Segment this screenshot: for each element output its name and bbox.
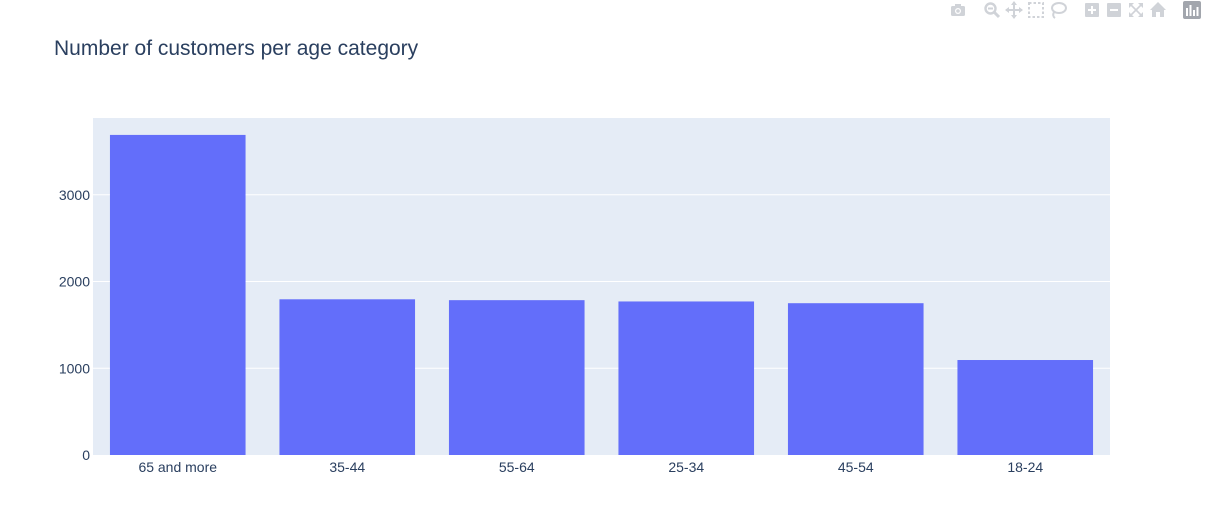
bar-65-and-more[interactable]: [109, 134, 246, 456]
x-tick-label: 65 and more: [138, 459, 217, 475]
reset-axes-icon[interactable]: [1147, 0, 1169, 20]
zoom-in-icon[interactable]: [1081, 0, 1103, 20]
y-tick-label: 0: [82, 447, 90, 463]
bar-35-44[interactable]: [279, 299, 416, 455]
x-tick-label: 45-54: [838, 459, 874, 475]
chart-title: Number of customers per age category: [54, 37, 419, 60]
bar-18-24[interactable]: [957, 360, 1094, 455]
lasso-select-icon[interactable]: [1047, 0, 1069, 20]
gridlines: [93, 194, 1110, 369]
box-select-icon[interactable]: [1025, 0, 1047, 20]
plot-area: [93, 118, 1110, 455]
x-tick-label: 55-64: [499, 459, 535, 475]
bar-25-34[interactable]: [618, 301, 755, 455]
modebar: [947, 0, 1203, 20]
pan-icon[interactable]: [1003, 0, 1025, 20]
x-tick-label: 18-24: [1007, 459, 1043, 475]
bars: [109, 134, 1094, 456]
y-axis-ticks: 0 1000 2000 3000: [59, 187, 90, 463]
x-axis-ticks: 65 and more 35-44 55-64 25-34 45-54 18-24: [138, 459, 1043, 475]
bar-45-54[interactable]: [787, 303, 924, 455]
autoscale-icon[interactable]: [1125, 0, 1147, 20]
zoom-icon[interactable]: [981, 0, 1003, 20]
plotly-logo-icon[interactable]: [1181, 0, 1203, 20]
y-tick-label: 3000: [59, 187, 90, 203]
y-tick-label: 1000: [59, 360, 90, 376]
camera-icon[interactable]: [947, 0, 969, 20]
y-tick-label: 2000: [59, 274, 90, 290]
zoom-out-icon[interactable]: [1103, 0, 1125, 20]
x-tick-label: 25-34: [668, 459, 704, 475]
bar-55-64[interactable]: [448, 300, 585, 455]
x-tick-label: 35-44: [329, 459, 365, 475]
